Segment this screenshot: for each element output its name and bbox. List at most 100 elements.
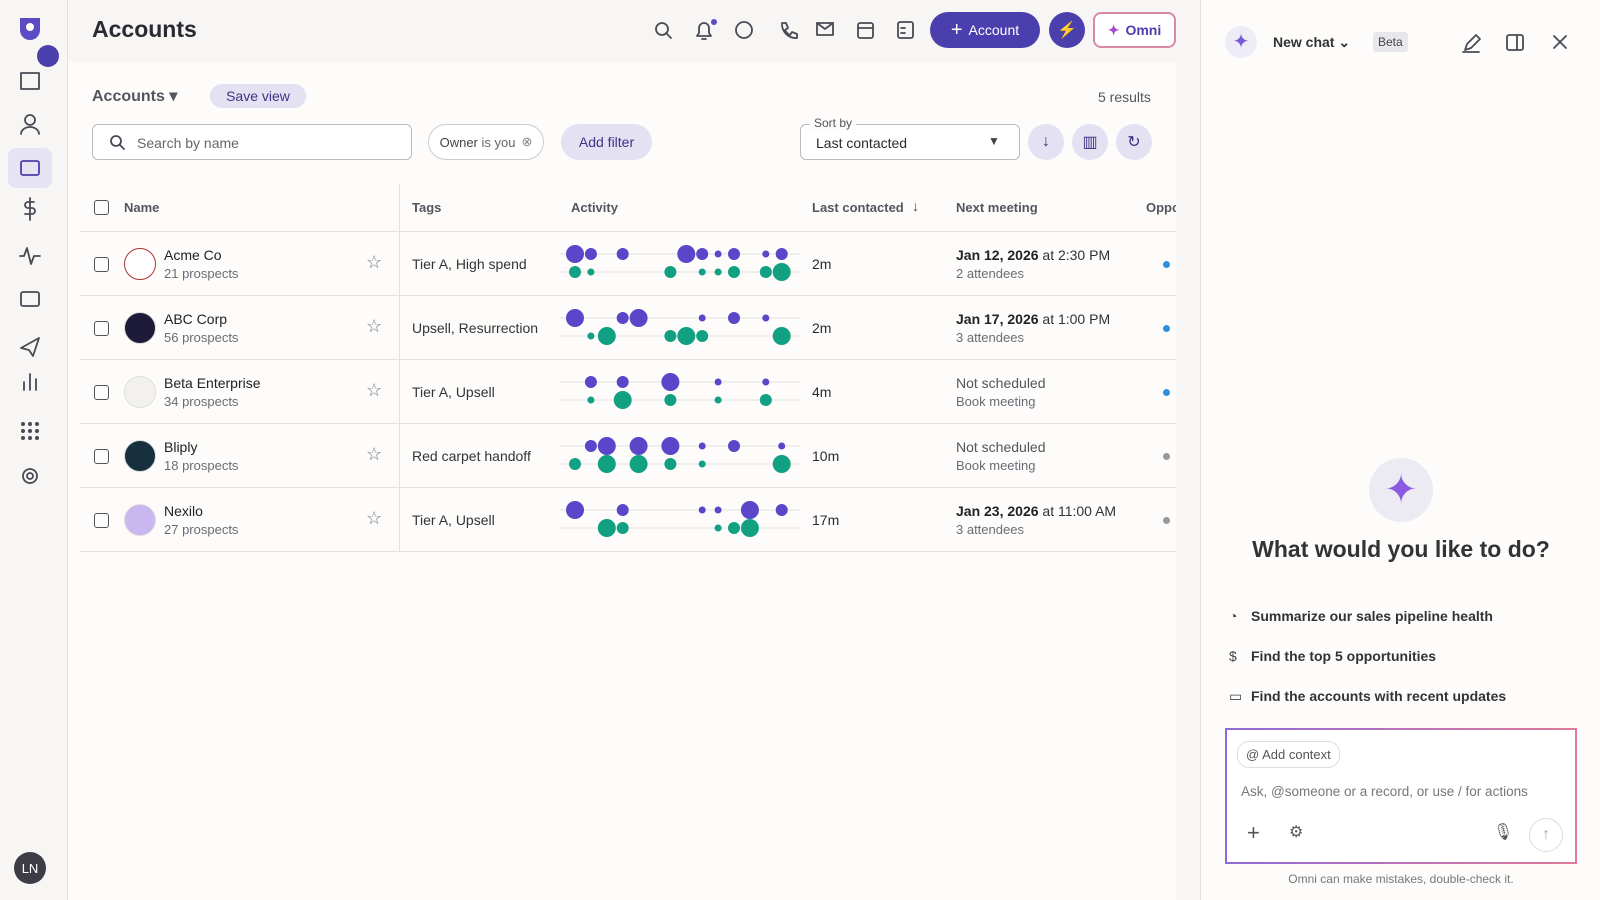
- add-context-chip[interactable]: @ Add context: [1237, 741, 1340, 768]
- column-header[interactable]: Last contacted: [812, 200, 904, 215]
- column-header[interactable]: Activity: [571, 200, 618, 215]
- suggestions: ◔ Summarize our sales pipeline health $ Fin…: [1229, 596, 1589, 716]
- table-row[interactable]: [80, 232, 1176, 296]
- settings-button[interactable]: ⚙: [1289, 824, 1304, 841]
- column-header[interactable]: Name: [124, 200, 160, 215]
- owner-filter-chip[interactable]: Owner is you ⊗: [428, 124, 544, 160]
- activity-dot: [759, 266, 772, 278]
- activity-dot: [661, 437, 680, 455]
- omni-button[interactable]: ✦ Omni: [1093, 12, 1176, 48]
- prospect-count: 21 prospects: [164, 266, 239, 281]
- table-row[interactable]: [80, 424, 1176, 488]
- activity-dot: [762, 314, 770, 322]
- row-checkbox[interactable]: [94, 449, 109, 464]
- activity-dot: [664, 394, 677, 406]
- row-checkbox[interactable]: [94, 513, 109, 528]
- account-logo: [124, 312, 156, 344]
- last-contacted: 17m: [812, 512, 840, 528]
- send-button[interactable]: ↑: [1529, 818, 1563, 852]
- view-label: Accounts: [92, 88, 165, 105]
- activity-chart: [560, 245, 800, 281]
- sort-select[interactable]: [800, 124, 1020, 160]
- activity-dot: [661, 373, 680, 391]
- activity-dot: [762, 378, 770, 386]
- last-contacted: 2m: [812, 320, 832, 336]
- account-name[interactable]: ABC Corp: [164, 311, 228, 327]
- activity-dot: [566, 245, 584, 263]
- row-checkbox[interactable]: [94, 257, 109, 272]
- chat-header-icons[interactable]: [1461, 32, 1581, 54]
- activity-dot: [728, 248, 740, 260]
- favorite-star[interactable]: ☆: [366, 316, 383, 336]
- next-meeting[interactable]: Jan 17, 2026 at 1:00 PM: [956, 311, 1110, 327]
- columns-button[interactable]: ▥: [1072, 124, 1108, 160]
- select-all-checkbox[interactable]: [94, 200, 109, 215]
- column-header[interactable]: Tags: [412, 200, 442, 215]
- activity-dot: [740, 519, 759, 537]
- next-meeting[interactable]: Not scheduled: [956, 375, 1046, 391]
- attach-button[interactable]: +: [1247, 820, 1260, 845]
- table-row[interactable]: [80, 360, 1176, 424]
- user-avatar[interactable]: LN: [14, 852, 46, 884]
- activity-chart: [560, 501, 800, 537]
- column-header[interactable]: Next meeting: [956, 200, 1038, 215]
- expand-button[interactable]: [37, 45, 59, 67]
- tags: Upsell, Resurrection: [412, 320, 539, 336]
- next-meeting[interactable]: Not scheduled: [956, 439, 1046, 455]
- favorite-star[interactable]: ☆: [366, 508, 383, 528]
- opportunity-dot: [1163, 261, 1170, 268]
- table-row[interactable]: [80, 296, 1176, 360]
- logo: [20, 18, 40, 40]
- filter-value: is you: [481, 134, 516, 150]
- table-row[interactable]: [80, 488, 1176, 552]
- meeting-date: Jan 17, 2026: [956, 311, 1039, 327]
- column-divider: [399, 184, 400, 552]
- input-placeholder: Ask, @someone or a record, or use / for …: [1241, 784, 1528, 799]
- suggestion[interactable]: $ Find the top 5 opportunities: [1229, 636, 1589, 676]
- sort-direction-button[interactable]: ↓: [1028, 124, 1064, 160]
- suggestion[interactable]: ◔ Summarize our sales pipeline health: [1229, 596, 1589, 636]
- activity-dot: [584, 440, 597, 452]
- nav-icons[interactable]: [18, 70, 44, 490]
- meeting-date: Not scheduled: [956, 439, 1046, 455]
- activity-dot: [566, 309, 584, 327]
- activity-dot: [698, 442, 706, 450]
- activity-dot: [728, 266, 740, 278]
- suggestion[interactable]: ▭ Find the accounts with recent updates: [1229, 676, 1589, 716]
- save-view-button[interactable]: Save view: [210, 84, 306, 108]
- header-icons[interactable]: [652, 18, 924, 44]
- quick-action-button[interactable]: ⚡: [1049, 12, 1085, 48]
- row-checkbox[interactable]: [94, 321, 109, 336]
- account-name[interactable]: Beta Enterprise: [164, 375, 261, 391]
- add-filter-button[interactable]: Add filter: [561, 124, 652, 160]
- mic-button[interactable]: 🎙: [1493, 824, 1514, 841]
- row-checkbox[interactable]: [94, 385, 109, 400]
- activity-dot: [629, 455, 648, 473]
- account-name[interactable]: Acme Co: [164, 247, 222, 263]
- activity-dot: [772, 455, 791, 473]
- favorite-star[interactable]: ☆: [366, 252, 383, 272]
- next-meeting[interactable]: Jan 23, 2026 at 11:00 AM: [956, 503, 1116, 519]
- favorite-star[interactable]: ☆: [366, 444, 383, 464]
- beta-badge: Beta: [1373, 32, 1408, 52]
- disclaimer: Omni can make mistakes, double-check it.: [1288, 872, 1514, 886]
- view-name[interactable]: Accounts ▾: [92, 88, 178, 105]
- account-name[interactable]: Bliply: [164, 439, 198, 455]
- column-header[interactable]: Oppo: [1146, 200, 1176, 215]
- prospect-count: 27 prospects: [164, 522, 239, 537]
- account-logo: [124, 248, 156, 280]
- chat-title[interactable]: New chat ⌄: [1273, 34, 1351, 50]
- search-input[interactable]: Search by name: [92, 124, 412, 160]
- activity-dot: [584, 376, 597, 388]
- account-name[interactable]: Nexilo: [164, 503, 203, 519]
- activity-dot: [714, 268, 722, 276]
- chat-input[interactable]: [1225, 728, 1577, 864]
- favorite-star[interactable]: ☆: [366, 380, 383, 400]
- activity-dot: [664, 458, 677, 470]
- next-meeting[interactable]: Jan 12, 2026 at 2:30 PM: [956, 247, 1110, 263]
- prospect-count: 18 prospects: [164, 458, 239, 473]
- new-account-button[interactable]: + Account: [930, 12, 1040, 48]
- refresh-button[interactable]: ↻: [1116, 124, 1152, 160]
- activity-chart: [560, 309, 800, 345]
